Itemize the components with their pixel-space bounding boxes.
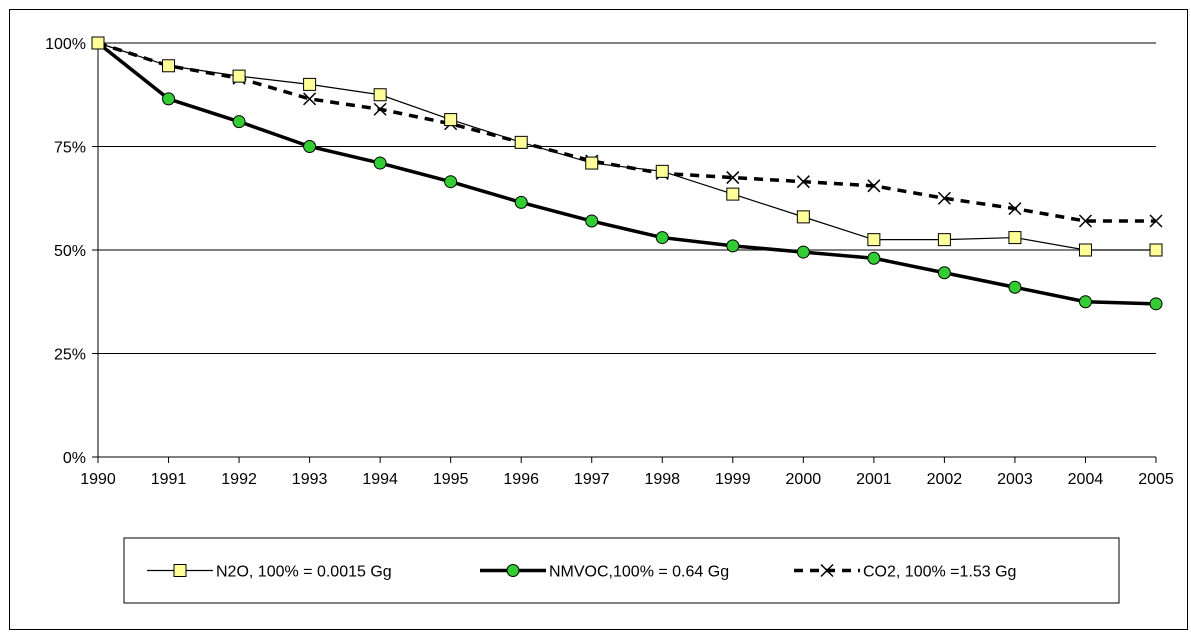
x-tick-label: 1993 (292, 471, 328, 488)
x-tick-label: 1999 (715, 471, 751, 488)
data-point (938, 267, 950, 279)
legend-label: CO2, 100% =1.53 Gg (863, 564, 1016, 581)
x-tick-label: 2002 (927, 471, 963, 488)
y-tick-label: 75% (54, 140, 86, 157)
data-point (374, 89, 386, 101)
data-point (586, 215, 598, 227)
x-tick-label: 2003 (997, 471, 1033, 488)
data-point (515, 196, 527, 208)
data-point (656, 232, 668, 244)
data-point (1079, 296, 1091, 308)
data-point (727, 240, 739, 252)
data-point (868, 252, 880, 264)
legend: N2O, 100% = 0.0015 Gg NMVOC,100% = 0.64 G… (124, 538, 1119, 603)
series-x (92, 37, 1162, 227)
legend-label: NMVOC,100% = 0.64 Gg (549, 564, 729, 581)
data-point (233, 70, 245, 82)
legend-label: N2O, 100% = 0.0015 Gg (216, 564, 392, 581)
x-tick-label: 2000 (786, 471, 822, 488)
tick-labels: 0% 25% 50% 75% 100% 1990 1991 1992 1993 1994 1995 1… (45, 36, 1174, 488)
data-point (92, 37, 104, 49)
data-point (727, 188, 739, 200)
legend-marker (174, 565, 186, 577)
x-tick-label: 1996 (503, 471, 539, 488)
data-point (163, 60, 175, 72)
x-tick-label: 1990 (80, 471, 116, 488)
data-point (868, 234, 880, 246)
data-point (1150, 298, 1162, 310)
y-tick-label: 100% (45, 36, 86, 53)
data-point (1079, 244, 1091, 256)
x-tick-label: 1994 (362, 471, 398, 488)
data-point (304, 78, 316, 90)
data-point (445, 114, 457, 126)
data-point (1009, 232, 1021, 244)
data-point (445, 176, 457, 188)
x-tick-label: 2005 (1138, 471, 1174, 488)
axes (92, 43, 1156, 463)
y-tick-label: 50% (54, 243, 86, 260)
x-tick-label: 2001 (856, 471, 892, 488)
data-point (938, 234, 950, 246)
x-tick-label: 1992 (221, 471, 257, 488)
data-point (374, 157, 386, 169)
x-tick-label: 1997 (574, 471, 610, 488)
data-point (515, 136, 527, 148)
y-tick-label: 25% (54, 347, 86, 364)
data-point (797, 246, 809, 258)
data-point (586, 157, 598, 169)
data-point (797, 211, 809, 223)
series-layer (92, 37, 1162, 310)
y-tick-label: 0% (63, 450, 86, 467)
x-tick-label: 2004 (1068, 471, 1104, 488)
series-line (98, 43, 1156, 221)
data-point (1009, 281, 1021, 293)
data-point (656, 165, 668, 177)
data-point (304, 141, 316, 153)
data-point (233, 116, 245, 128)
x-tick-label: 1991 (151, 471, 187, 488)
grid-lines (98, 43, 1156, 354)
legend-marker (507, 565, 519, 577)
data-point (163, 93, 175, 105)
x-tick-label: 1998 (644, 471, 680, 488)
x-tick-label: 1995 (433, 471, 469, 488)
data-point (1150, 244, 1162, 256)
